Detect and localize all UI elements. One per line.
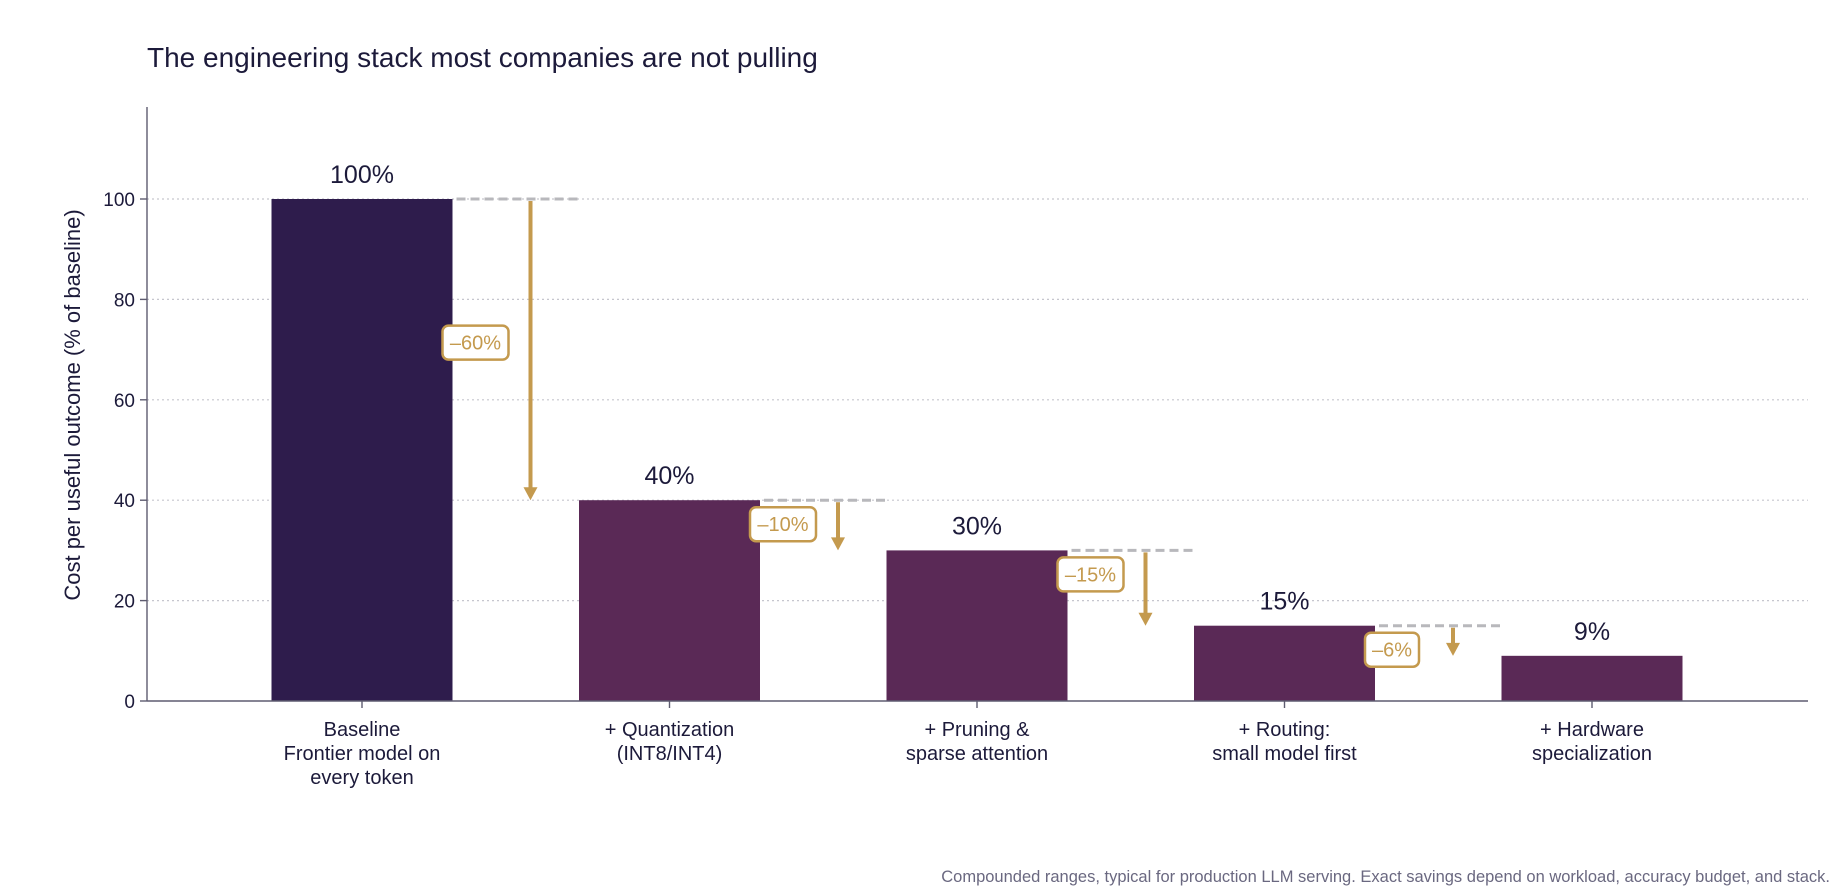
delta-arrow-head [1138,612,1153,626]
chart-title: The engineering stack most companies are… [147,42,818,73]
y-tick-label: 40 [114,491,135,512]
y-tick-label: 80 [114,290,135,311]
bar [271,199,453,701]
y-tick-label: 0 [124,692,135,713]
bar-value-label: 15% [1259,588,1309,616]
delta-badge [748,505,818,543]
footnote: Compounded ranges, typical for productio… [941,868,1830,886]
x-tick-label: Baseline Frontier model on every token [284,719,441,789]
bar [1194,625,1375,701]
delta-label: –10% [757,514,808,536]
bar-value-label: 9% [1574,618,1610,646]
delta-badge [1056,556,1125,593]
delta-arrow-head [1446,642,1460,656]
delta-annotations: –60% –10% –15% –6% [441,201,1460,668]
delta-label: –60% [450,333,501,355]
x-tick-label: + Routing: small model first [1212,719,1357,765]
delta-badge [441,324,510,361]
delta-label: –15% [1065,564,1116,586]
bars [271,199,1683,701]
delta-label: –6% [1372,640,1412,662]
y-tick-labels: 0 20 40 60 80 100 [103,190,147,713]
x-tick-label: + Hardware specialization [1532,719,1652,765]
bar [1501,655,1683,701]
connectors [456,197,1501,628]
value-labels: 100% 40% 30% 15% 9% [330,161,1610,646]
x-tick-label: + Pruning & sparse attention [906,719,1048,765]
y-tick-label: 20 [114,592,135,613]
x-tick-label: + Quantization (INT8/INT4) [605,719,735,765]
x-tick-labels: Baseline Frontier model on every token + Qu… [284,701,1652,789]
y-tick-label: 60 [114,391,135,412]
bar [886,550,1068,701]
delta-arrow-head [831,537,845,551]
y-tick-label: 100 [103,190,135,211]
delta-badge [1363,631,1421,668]
delta-arrow-head [523,487,538,501]
bar-value-label: 30% [952,512,1002,540]
y-axis-label: Cost per useful outcome (% of baseline) [60,209,85,600]
bar [579,500,760,701]
bar-value-label: 40% [644,462,694,490]
bar-value-label: 100% [330,161,394,189]
